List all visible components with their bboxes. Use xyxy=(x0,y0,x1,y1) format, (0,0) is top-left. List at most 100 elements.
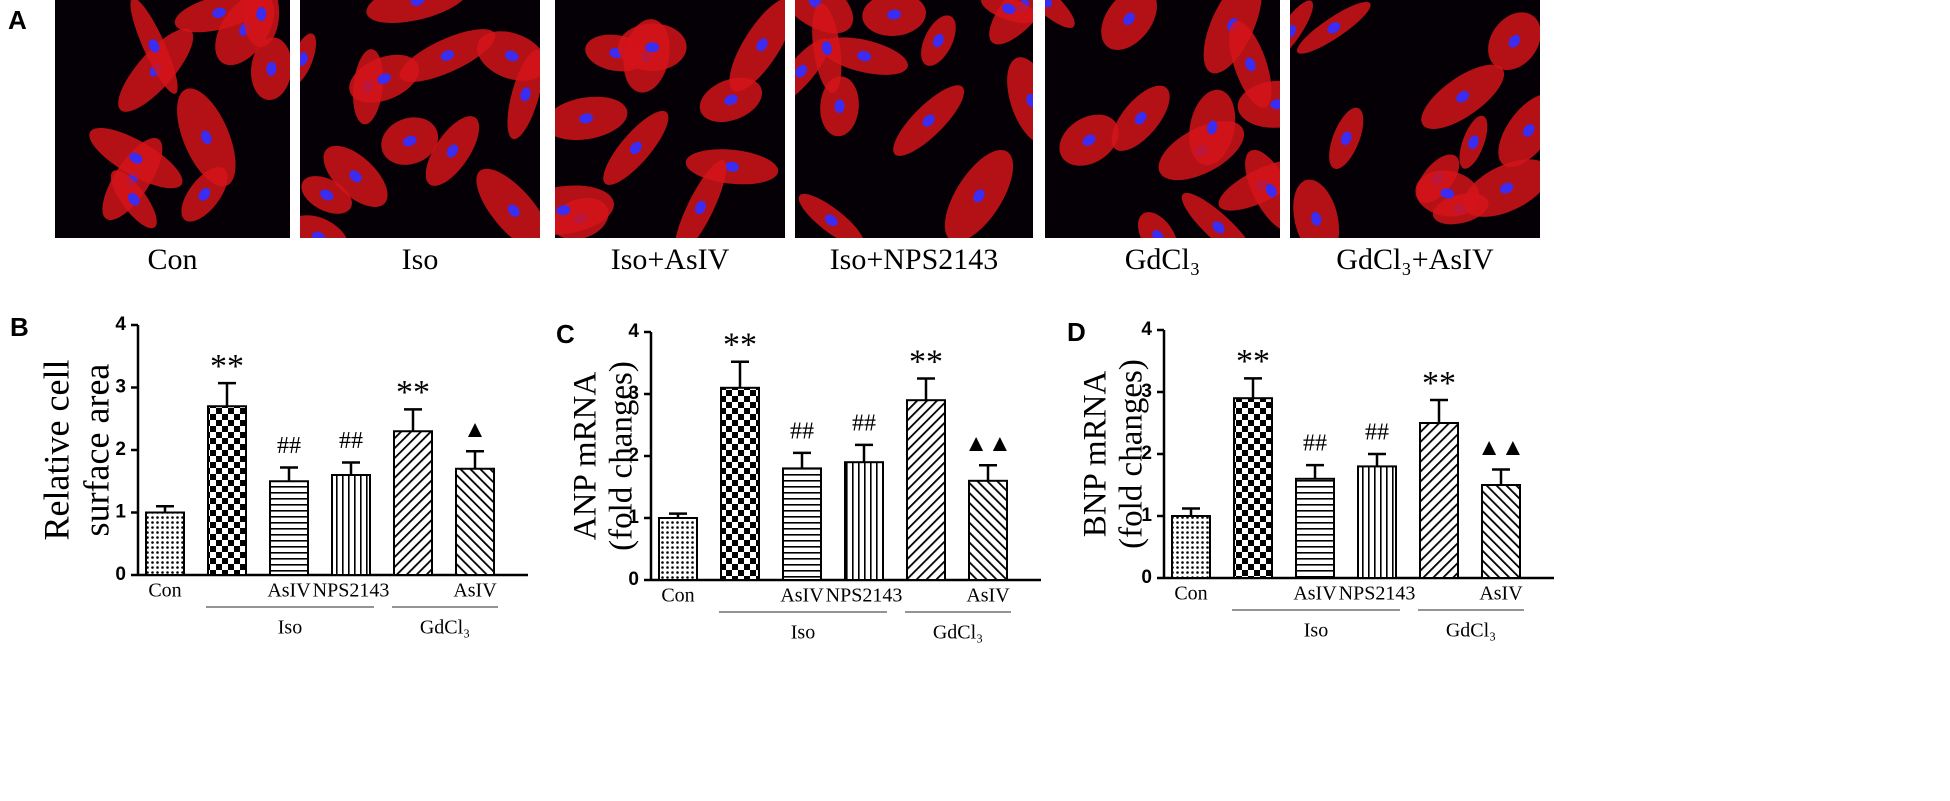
nucleus xyxy=(887,9,902,20)
x-tick-label: NPS2143 xyxy=(826,585,903,607)
y-axis-label: Relative cell xyxy=(36,360,76,541)
y-tick-label: 1 xyxy=(115,502,126,523)
nucleus xyxy=(1468,135,1479,150)
nucleus xyxy=(922,114,935,127)
nucleus xyxy=(520,87,531,102)
group-label: GdCl₃ xyxy=(1446,620,1496,642)
nucleus xyxy=(1245,57,1256,72)
nucleus xyxy=(1290,24,1297,38)
nucleus xyxy=(834,99,845,114)
cells xyxy=(795,0,1033,238)
cells xyxy=(1045,0,1280,238)
significance-label: ## xyxy=(852,410,876,436)
panel-label: A xyxy=(8,5,27,35)
nucleus xyxy=(504,50,519,62)
nucleus xyxy=(128,192,140,206)
y-axis-label: ANP mRNA xyxy=(568,372,604,541)
nucleus xyxy=(724,94,738,106)
x-tick-label: AsIV xyxy=(780,585,824,607)
micrograph xyxy=(1045,0,1280,238)
nucleus xyxy=(1123,12,1135,26)
significance-label: ** xyxy=(1236,343,1270,380)
nucleus xyxy=(1207,120,1218,135)
group-label: Iso xyxy=(1304,620,1328,642)
nucleus xyxy=(1522,124,1535,137)
nucleus xyxy=(212,7,226,18)
nucleus xyxy=(695,200,706,215)
nucleus xyxy=(1152,230,1164,238)
significance-label: ** xyxy=(723,327,757,364)
nucleus xyxy=(1026,93,1033,108)
condition-label: Iso+NPS2143 xyxy=(830,243,999,276)
nucleus xyxy=(148,39,160,53)
y-tick-label: 0 xyxy=(115,564,126,585)
x-tick-label: Con xyxy=(1174,583,1207,605)
x-tick-label: Con xyxy=(661,585,694,607)
x-tick-label: Con xyxy=(148,580,181,602)
bar xyxy=(844,461,884,582)
x-tick-label: AsIV xyxy=(966,585,1010,607)
nucleus xyxy=(300,52,308,66)
group-label: GdCl₃ xyxy=(420,617,470,639)
bar xyxy=(1295,477,1335,579)
nucleus xyxy=(645,42,660,53)
condition-label: GdCl₃ xyxy=(1125,243,1200,276)
y-tick-label: 3 xyxy=(115,377,126,398)
bar xyxy=(455,467,495,576)
x-tick-label: AsIV xyxy=(267,580,311,602)
nucleus xyxy=(1440,188,1455,199)
significance-label: ## xyxy=(1365,420,1389,446)
nucleus xyxy=(1327,22,1341,34)
group-label: Iso xyxy=(791,622,815,644)
nucleus xyxy=(857,50,872,62)
y-tick-label: 0 xyxy=(1141,567,1152,588)
nucleus xyxy=(312,231,326,238)
y-tick-label: 0 xyxy=(628,569,639,590)
nucleus xyxy=(1134,112,1147,125)
significance-label: ## xyxy=(339,428,363,454)
bar xyxy=(393,430,433,576)
nucleus xyxy=(200,130,212,145)
cells xyxy=(89,0,290,229)
y-tick-label: 3 xyxy=(628,383,639,404)
significance-label: ▲ xyxy=(463,417,487,443)
nucleus xyxy=(1212,221,1225,234)
y-tick-label: 4 xyxy=(115,314,126,335)
micrograph xyxy=(55,0,290,238)
significance-label: ## xyxy=(277,433,301,459)
nucleus xyxy=(1508,34,1521,48)
micrograph xyxy=(795,0,1033,238)
nucleus xyxy=(556,205,571,216)
bar xyxy=(782,467,822,581)
nucleus xyxy=(256,6,267,21)
y-axis-label: (fold changes) xyxy=(604,361,640,551)
bar-chart: C ANP mRNA (fold changes) 0 1 2 3 4 Con ** ## AsIV #… xyxy=(556,319,1041,644)
group-label: Iso xyxy=(278,617,302,639)
y-tick-label: 4 xyxy=(1141,319,1152,340)
nucleus xyxy=(1270,99,1280,110)
bar xyxy=(720,386,760,581)
nucleus xyxy=(266,61,277,76)
y-tick-label: 2 xyxy=(115,439,126,460)
significance-label: ## xyxy=(790,418,814,444)
nucleus xyxy=(1456,91,1470,103)
nucleus xyxy=(129,152,143,164)
significance-label: ** xyxy=(396,374,430,411)
panel-label: C xyxy=(556,319,575,349)
y-axis-label: BNP mRNA xyxy=(1078,371,1114,538)
x-tick-label: NPS2143 xyxy=(1339,583,1416,605)
nucleus xyxy=(377,73,391,85)
significance-label: ## xyxy=(1303,431,1327,457)
condition-label: Iso+AsIV xyxy=(611,243,730,276)
significance-label: ** xyxy=(210,348,244,385)
image-row: Con Iso Iso+AsIV Iso+NPS2143 GdCl₃ GdCl₃+AsIV xyxy=(55,0,1540,276)
micrograph xyxy=(555,0,785,238)
nucleus xyxy=(629,141,642,155)
panel-label: D xyxy=(1067,317,1086,347)
bar xyxy=(1171,515,1211,579)
panel-label: B xyxy=(10,312,29,342)
nucleus xyxy=(973,189,985,203)
nucleus xyxy=(824,214,838,227)
group-label: GdCl₃ xyxy=(933,622,983,644)
